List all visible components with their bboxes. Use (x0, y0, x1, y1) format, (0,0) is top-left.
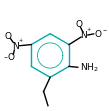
Text: O: O (94, 30, 101, 39)
Text: O: O (76, 20, 83, 29)
Text: N: N (12, 42, 19, 51)
Text: NH$_2$: NH$_2$ (80, 61, 99, 74)
Text: $^-$: $^-$ (2, 55, 8, 61)
Text: $^+$: $^+$ (85, 27, 91, 33)
Text: O: O (4, 32, 11, 41)
Text: $^-$: $^-$ (101, 28, 107, 34)
Text: $^+$: $^+$ (17, 39, 24, 45)
Text: N: N (80, 31, 87, 40)
Text: O: O (8, 53, 15, 62)
